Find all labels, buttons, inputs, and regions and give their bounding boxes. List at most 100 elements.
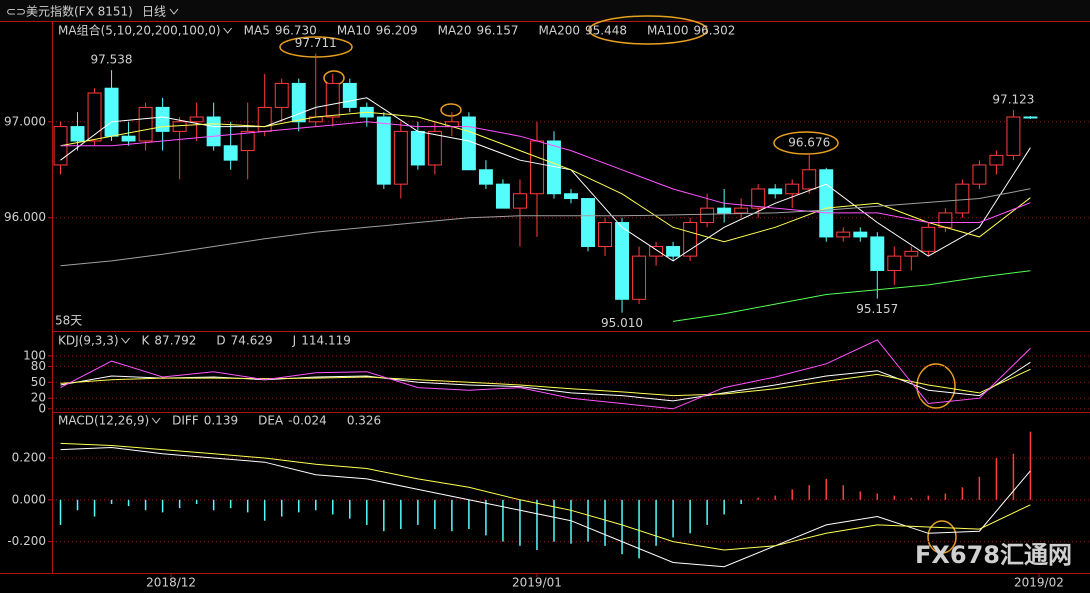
candle-body [1023, 116, 1038, 119]
candle-body [393, 130, 408, 185]
legend-value: 95.448 [585, 24, 627, 38]
legend-name: MA10 [337, 24, 371, 38]
candle-body [836, 231, 851, 238]
indicator-line [60, 339, 1031, 410]
indicator-line [60, 368, 1031, 397]
candle-body [615, 222, 630, 300]
legend-name: MA20 [438, 24, 472, 38]
candle-body [989, 154, 1004, 166]
watermark: FX678汇通网 [915, 541, 1072, 569]
extreme-label: 97.711 [295, 36, 337, 50]
chart-title: 美元指数(FX 8151) [26, 4, 133, 19]
y-tick-label: 97.000 [4, 114, 46, 128]
candle-body [1006, 116, 1021, 156]
indicator-line [60, 446, 1031, 568]
legend-value: 0.326 [347, 414, 381, 428]
candle-body [206, 116, 221, 147]
indicator-chevron[interactable] [121, 337, 130, 344]
candle-body [972, 164, 987, 185]
indicator-line [60, 121, 1031, 223]
candle-body [870, 236, 885, 272]
indicator-chevron[interactable] [151, 417, 161, 424]
candle-body [632, 255, 647, 300]
candle-body [853, 231, 868, 238]
legend-value: -0.024 [288, 414, 327, 428]
candle-body [598, 222, 612, 248]
candle-body [138, 106, 153, 142]
x-tick-label: 2019/01 [512, 576, 562, 590]
legend-name: MA100 [647, 24, 688, 38]
legend-value: 96.209 [376, 24, 418, 38]
candle-body [904, 250, 919, 257]
legend-name: D [216, 334, 225, 348]
candle-body [155, 106, 170, 132]
x-tick-label: 2018/12 [146, 576, 196, 590]
period[interactable]: 日线 [142, 5, 166, 19]
candle-body [427, 130, 442, 166]
candle-body [649, 246, 664, 257]
candle-body [717, 207, 732, 214]
legend-name: J [292, 334, 297, 348]
candle-body [938, 212, 953, 228]
candle-body [461, 116, 476, 171]
indicator-line [60, 361, 1031, 402]
title-bar [0, 0, 1090, 21]
candle-body [240, 130, 255, 152]
indicator-label[interactable]: MACD(12,26,9) [58, 414, 149, 428]
y-tick-label: -0.200 [7, 534, 46, 548]
footnote: 58天 [55, 314, 82, 328]
candle-body [785, 183, 800, 195]
y-tick-label: 80 [31, 359, 46, 373]
extreme-label: 97.538 [91, 53, 133, 67]
indicator-label[interactable]: MA组合(5,10,20,200,100,0) [58, 23, 221, 38]
y-tick-label: 0.000 [12, 492, 46, 506]
candle-body [819, 169, 834, 238]
y-tick-label: 0 [38, 401, 46, 415]
candle-body [172, 121, 187, 132]
indicator-line [60, 97, 1031, 262]
candle-body [666, 246, 681, 257]
y-tick-label: 20 [31, 391, 46, 405]
candle-body [768, 188, 783, 195]
highlight [323, 70, 345, 86]
y-tick-label: 50 [31, 375, 46, 389]
candle-body [921, 226, 936, 252]
candle-body [444, 121, 459, 128]
indicator-line [60, 442, 1031, 551]
candle-body [274, 82, 289, 108]
candle-body [478, 169, 493, 185]
legend-value: 87.792 [154, 334, 196, 348]
candle-body [802, 169, 817, 190]
candle-body [955, 183, 970, 214]
indicator-line [673, 270, 1031, 322]
extreme-label: 95.010 [601, 316, 643, 330]
legend-value: 96.730 [275, 24, 317, 38]
candle-body [581, 198, 595, 248]
indicator-label[interactable]: KDJ(9,3,3) [58, 334, 119, 348]
candle-body [700, 207, 715, 224]
highlight [773, 131, 839, 155]
legend-value: 74.629 [231, 334, 273, 348]
highlight [927, 520, 957, 554]
highlight [440, 103, 462, 117]
candle-body [325, 82, 340, 118]
indicator-chevron[interactable] [223, 27, 233, 34]
legend-name: MA5 [244, 24, 270, 38]
candle-body [342, 82, 357, 108]
y-tick-label: 0.200 [12, 451, 46, 465]
candle-body [410, 130, 425, 166]
extreme-label: 96.676 [788, 135, 830, 149]
candle-body [223, 145, 238, 161]
candle-body [121, 135, 136, 142]
legend-value: 96.302 [693, 24, 735, 38]
extreme-label: 97.123 [992, 92, 1034, 106]
candle-body [512, 193, 527, 209]
period-chevron[interactable] [169, 8, 179, 15]
legend-name: MA200 [539, 24, 580, 38]
candle-body [104, 87, 119, 137]
highlight [588, 15, 708, 45]
indicator-line [60, 188, 1031, 267]
y-tick-label: 96.000 [4, 210, 46, 224]
candle-body [530, 140, 544, 195]
